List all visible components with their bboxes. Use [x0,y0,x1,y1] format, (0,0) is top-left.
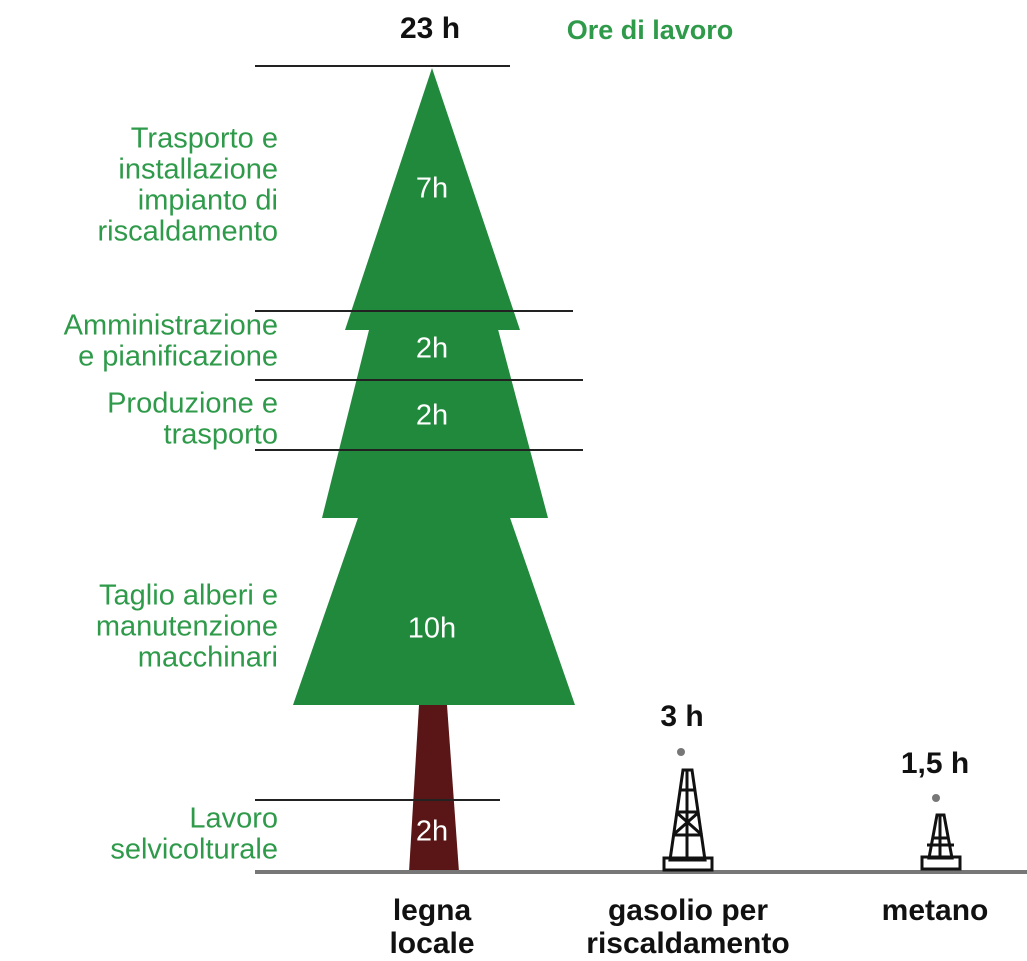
segment-label: macchinari [138,642,278,674]
segment-label: installazione [118,154,278,186]
category-label: riscaldamento [586,927,789,960]
segment-label: selvicolturale [110,834,278,866]
gas-derrick [922,794,960,869]
segment-label: Trasporto e [131,123,278,155]
segment-label: manutenzione [96,611,278,643]
segment-label: e pianificazione [78,341,278,373]
segment-hours: 2h [416,400,448,432]
segment-label: riscaldamento [97,216,278,248]
category-label: gasolio per [608,894,768,927]
segment-label: Lavoro [189,803,278,835]
hours: 1,5 h [901,747,969,780]
category-label: metano [882,894,989,927]
tree-tier [293,512,575,705]
category-label: locale [389,927,474,960]
segment-hours: 2h [416,333,448,365]
segment-label: Amministrazione [64,310,278,342]
segment-label: Produzione e [107,388,278,420]
segment-label: Taglio alberi e [99,580,278,612]
infographic: 23 h Ore di lavoro 3 h 1,5 h Trasporto e… [0,0,1027,961]
title: Ore di lavoro [567,15,734,45]
segment-hours: 7h [416,173,448,205]
segment-label: impianto di [138,185,278,217]
segment-label: trasporto [164,419,278,451]
oil-derrick [664,748,712,870]
segment-hours: 10h [408,613,456,645]
segment-hours: 2h [416,816,448,848]
category-label: legna [393,894,472,927]
total-hours: 23 h [400,12,460,45]
hours: 3 h [660,700,703,733]
